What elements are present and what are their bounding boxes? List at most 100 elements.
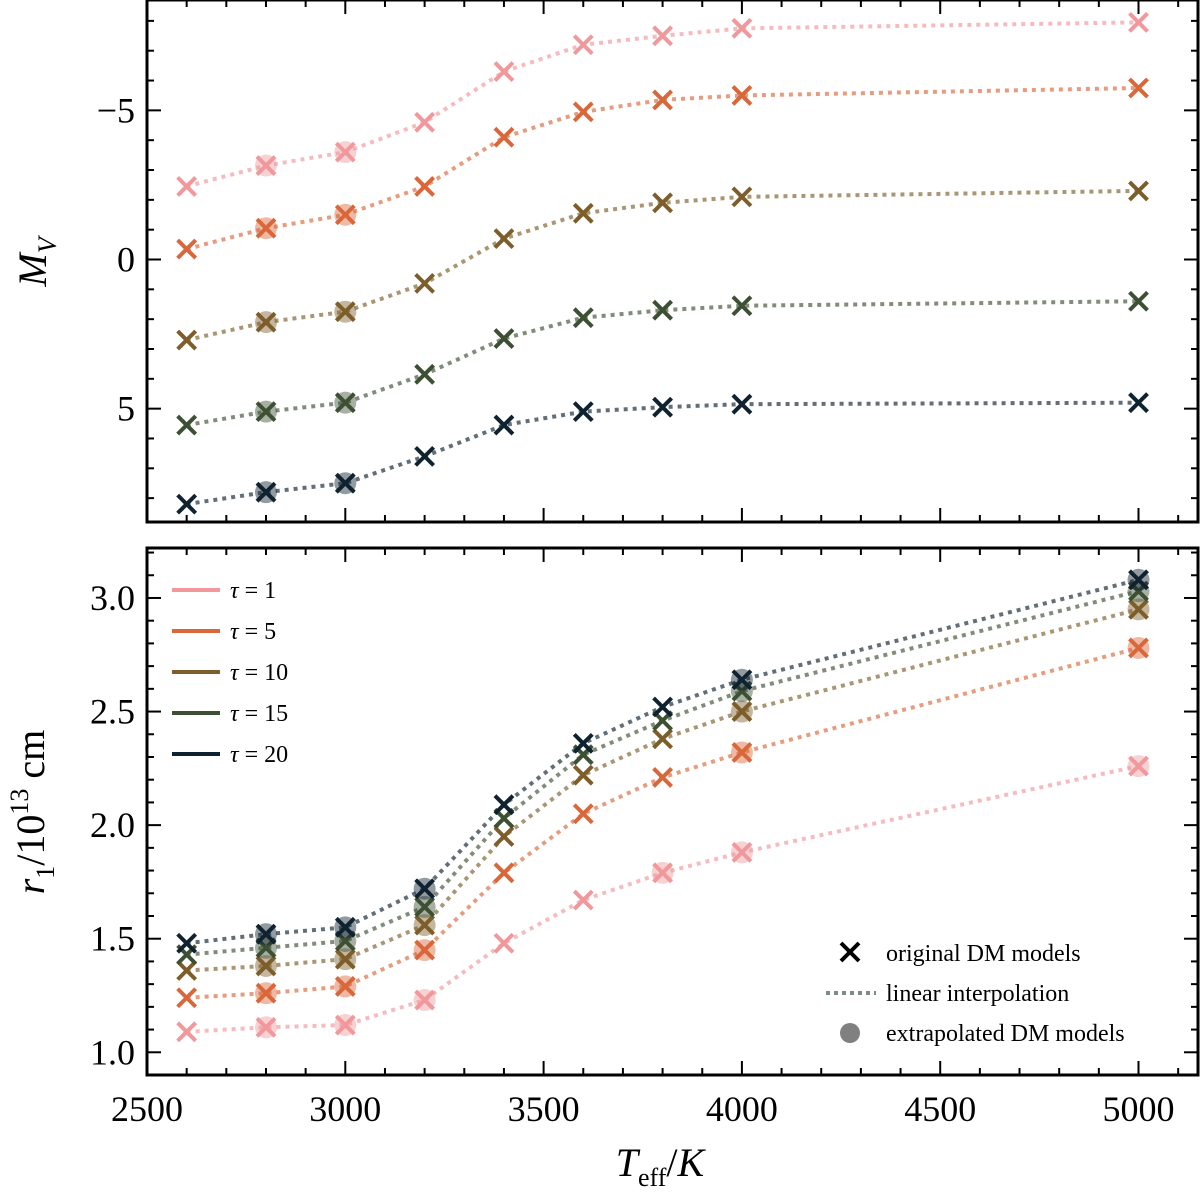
top-panel: −5 0 5 MV xyxy=(10,0,1200,524)
top-data-point xyxy=(493,228,515,250)
top-data-point xyxy=(1128,290,1149,312)
legend-label-tau-5: τ = 5 xyxy=(230,619,276,645)
bottom-data-point xyxy=(493,826,515,847)
y-tick-label: −5 xyxy=(97,90,135,130)
filled-circle-icon xyxy=(840,1023,860,1043)
bottom-data-point xyxy=(572,889,594,911)
bottom-data-point xyxy=(493,862,515,884)
top-data-point xyxy=(334,301,356,323)
top-data-point xyxy=(176,176,198,197)
legend-label-tau-20: τ = 20 xyxy=(230,742,288,768)
top-data-point xyxy=(652,89,673,111)
top-data-point xyxy=(414,445,436,467)
top-plot-frame xyxy=(145,0,1200,524)
bottom-data-point xyxy=(334,975,356,997)
top-series-line-3 xyxy=(186,188,1139,342)
top-series-line-5 xyxy=(186,400,1139,507)
bottom-data-point xyxy=(255,923,277,945)
x-axis-label: Teff/K xyxy=(616,1140,707,1192)
top-data-point xyxy=(255,481,277,503)
legend-label-tau-15: τ = 15 xyxy=(230,701,288,727)
top-series-markers xyxy=(176,11,1149,515)
bottom-data-point xyxy=(731,669,753,691)
top-data-point xyxy=(334,141,356,163)
bottom-data-point xyxy=(176,932,198,954)
x-tick-label: 3500 xyxy=(508,1089,580,1129)
bottom-data-point xyxy=(1128,637,1149,659)
legend-extrapolated-models: extrapolated DM models xyxy=(886,1021,1125,1047)
x-icon xyxy=(839,941,861,963)
tau-legend: τ = 1 τ = 5 τ = 10 τ = 15 τ = 20 xyxy=(172,578,288,768)
bottom-data-point xyxy=(731,841,753,863)
top-data-point xyxy=(255,217,277,239)
bottom-data-point xyxy=(652,767,673,788)
top-data-point xyxy=(414,111,436,133)
top-data-point xyxy=(1128,180,1149,202)
top-data-point xyxy=(255,155,277,176)
y-tick-label: 3.0 xyxy=(90,578,135,618)
top-data-point xyxy=(176,329,198,351)
bottom-data-point xyxy=(255,1016,277,1038)
top-data-point xyxy=(1128,11,1149,33)
y-tick-label: 0 xyxy=(117,240,135,280)
top-data-point xyxy=(652,299,673,321)
top-data-point xyxy=(414,363,436,385)
x-tick-label: 5000 xyxy=(1103,1089,1175,1129)
x-tick-label: 4000 xyxy=(706,1089,778,1129)
top-series-lines xyxy=(186,20,1139,507)
x-tick-label: 2500 xyxy=(111,1089,183,1129)
top-data-point xyxy=(334,204,356,226)
top-data-point xyxy=(731,295,753,317)
bottom-series-line-5 xyxy=(186,577,1139,946)
x-tick-label: 3000 xyxy=(309,1089,381,1129)
top-data-point xyxy=(1128,77,1149,99)
bottom-data-point xyxy=(1128,755,1149,777)
bottom-y-axis-label: r1/1013 cm xyxy=(5,730,60,895)
top-data-point xyxy=(176,238,198,260)
top-data-point xyxy=(334,472,356,494)
bottom-data-point xyxy=(334,916,356,938)
legend-label-tau-1: τ = 1 xyxy=(230,578,276,604)
x-tick-label: 4500 xyxy=(904,1089,976,1129)
bottom-data-point xyxy=(493,794,515,816)
top-data-point xyxy=(652,25,673,47)
top-data-point xyxy=(731,186,753,208)
bottom-data-point xyxy=(731,701,753,722)
top-data-point xyxy=(1128,392,1149,414)
bottom-panel: 2500 3000 3500 4000 4500 50001.01.52.02.53.0 … xyxy=(5,546,1200,1192)
top-data-point xyxy=(572,101,594,123)
top-data-point xyxy=(493,414,515,436)
bottom-data-point xyxy=(414,914,436,936)
bottom-ticks: 2500 3000 3500 4000 4500 5000 1.0 1.5 2.0 2.5 3.0 xyxy=(90,548,1198,1129)
top-data-point xyxy=(731,85,753,106)
top-data-point xyxy=(493,61,515,83)
top-series-line-1 xyxy=(186,20,1139,189)
top-data-point xyxy=(572,307,594,329)
bottom-series-line-4 xyxy=(186,589,1139,957)
bottom-data-point xyxy=(176,1021,198,1043)
bottom-series-line-3 xyxy=(186,607,1140,973)
top-data-point xyxy=(731,17,753,39)
top-data-point xyxy=(176,414,198,436)
top-ticks: −5 0 5 xyxy=(97,0,1198,522)
bottom-data-point xyxy=(731,742,753,763)
bottom-data-point xyxy=(414,939,436,961)
legend-label-tau-10: τ = 10 xyxy=(230,660,288,686)
y-tick-label: 1.0 xyxy=(90,1032,135,1072)
top-data-point xyxy=(255,311,277,333)
top-data-point xyxy=(652,192,673,214)
bottom-data-point xyxy=(652,728,673,750)
bottom-data-point xyxy=(572,764,594,786)
marker-legend: original DM models linear interpolation … xyxy=(826,941,1125,1047)
y-tick-label: 2.0 xyxy=(90,805,135,845)
top-series-line-2 xyxy=(186,85,1139,252)
bottom-series-markers xyxy=(176,568,1150,1043)
bottom-data-point xyxy=(572,803,594,825)
top-data-point xyxy=(572,401,594,423)
bottom-plot-frame xyxy=(145,546,1200,1077)
top-data-point xyxy=(176,493,198,515)
y-tick-label: 2.5 xyxy=(90,692,135,732)
bottom-data-point xyxy=(493,932,515,954)
top-data-point xyxy=(255,401,277,423)
